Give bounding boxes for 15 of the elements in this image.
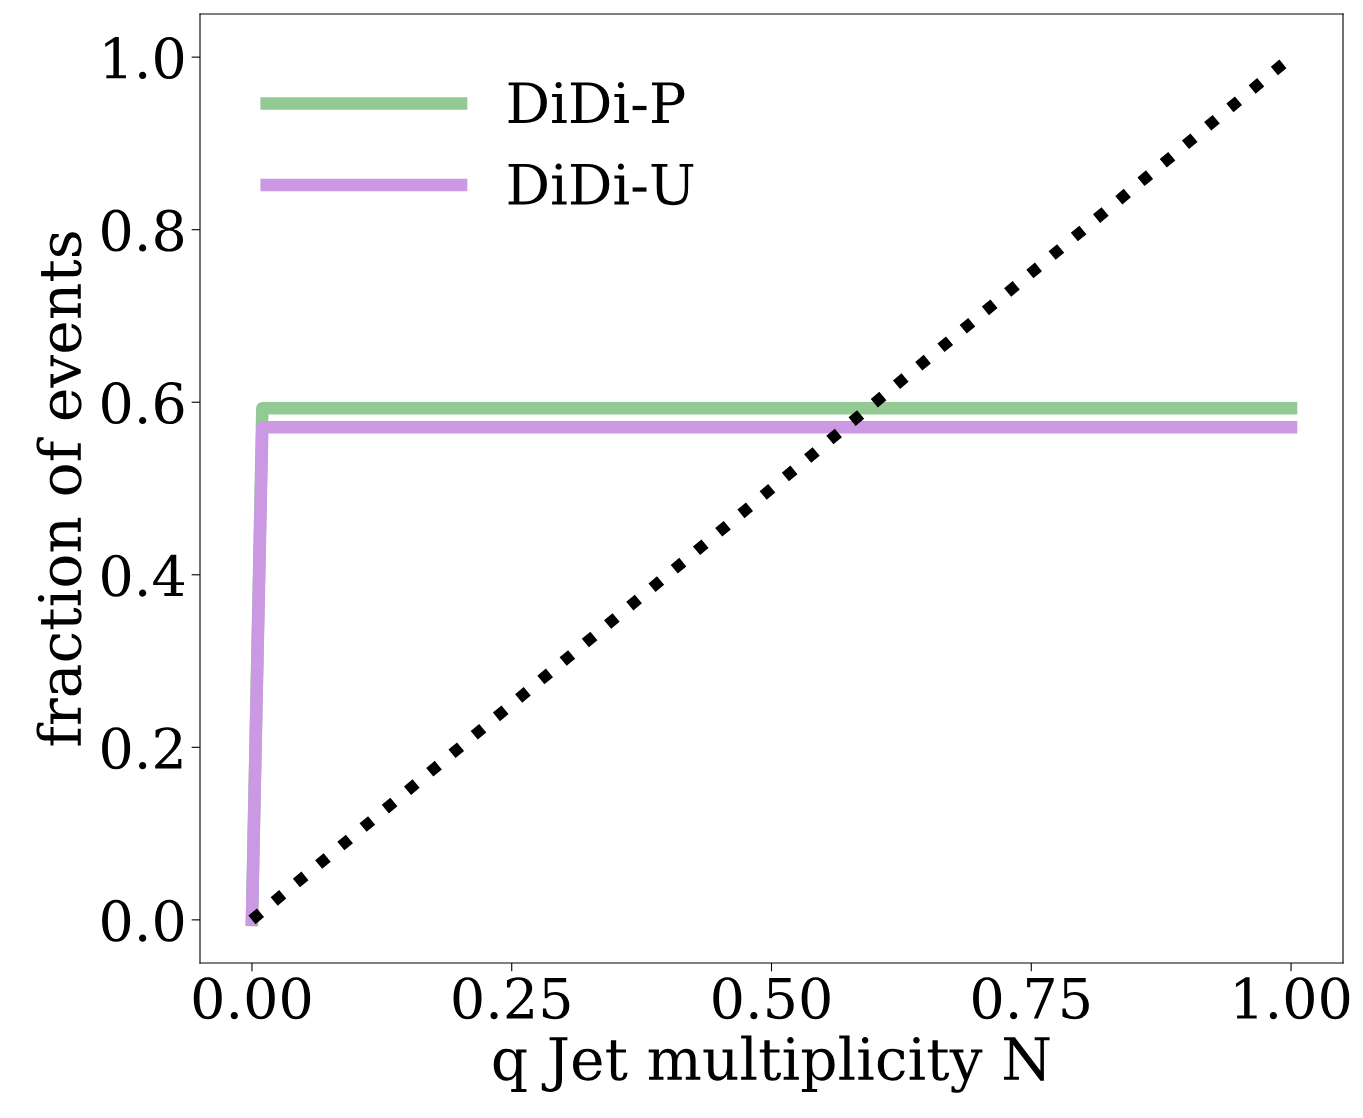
- legend-label: DiDi-P: [508, 82, 685, 123]
- legend-label: DiDi-U: [508, 163, 694, 206]
- x-tick-label: 0.00: [193, 977, 311, 1020]
- x-tick-label: 1.00: [1235, 977, 1350, 1020]
- y-tick-label: 0.8: [102, 209, 184, 252]
- y-tick-label: 0.2: [102, 727, 182, 770]
- x-tick-label: 0.75: [973, 977, 1089, 1020]
- y-tick-label: 0.4: [102, 554, 185, 597]
- y-tick-label: 0.6: [102, 382, 184, 425]
- x-axis-title: q Jet multiplicity N: [493, 1035, 1050, 1093]
- x-tick-label: 0.25: [453, 977, 570, 1020]
- x-tick-label: 0.50: [713, 977, 830, 1020]
- y-tick-label: 1.0: [105, 37, 184, 80]
- y-tick-label: 0.0: [102, 899, 184, 942]
- y-axis-title: fraction of events: [36, 232, 82, 746]
